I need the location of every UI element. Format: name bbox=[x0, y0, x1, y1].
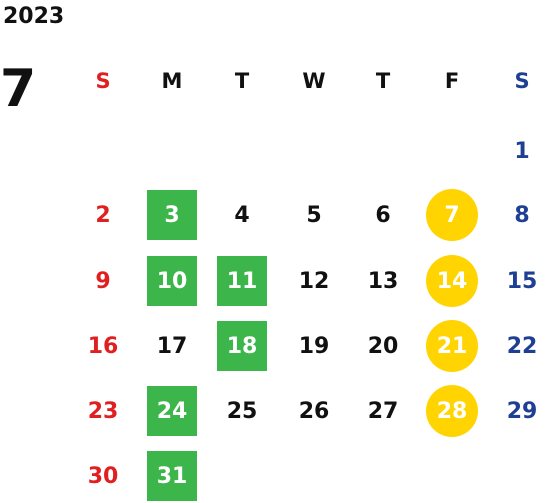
day-cell-24[interactable]: 24 bbox=[147, 386, 197, 436]
year-label: 2023 bbox=[3, 4, 65, 29]
day-cell-2[interactable]: 2 bbox=[95, 202, 111, 228]
day-cell-13[interactable]: 13 bbox=[367, 268, 399, 294]
day-cell-11[interactable]: 11 bbox=[217, 256, 267, 306]
day-cell-20[interactable]: 20 bbox=[367, 333, 399, 359]
day-cell-23[interactable]: 23 bbox=[87, 398, 119, 424]
weekday-header-mon: M bbox=[161, 69, 183, 93]
weekday-header-thu: T bbox=[375, 69, 391, 93]
day-cell-22[interactable]: 22 bbox=[506, 333, 538, 359]
weekday-header-fri: F bbox=[444, 69, 460, 93]
day-cell-31[interactable]: 31 bbox=[147, 451, 197, 501]
weekday-header-sun: S bbox=[95, 69, 111, 93]
day-cell-1[interactable]: 1 bbox=[514, 138, 530, 164]
day-cell-17[interactable]: 17 bbox=[156, 333, 188, 359]
day-cell-15[interactable]: 15 bbox=[506, 268, 538, 294]
day-cell-14[interactable]: 14 bbox=[426, 255, 478, 307]
day-cell-16[interactable]: 16 bbox=[87, 333, 119, 359]
day-cell-26[interactable]: 26 bbox=[298, 398, 330, 424]
day-cell-9[interactable]: 9 bbox=[95, 268, 111, 294]
day-cell-7[interactable]: 7 bbox=[426, 189, 478, 241]
day-cell-19[interactable]: 19 bbox=[298, 333, 330, 359]
day-cell-3[interactable]: 3 bbox=[147, 190, 197, 240]
day-cell-8[interactable]: 8 bbox=[514, 202, 530, 228]
day-cell-25[interactable]: 25 bbox=[226, 398, 258, 424]
day-cell-10[interactable]: 10 bbox=[147, 256, 197, 306]
day-cell-29[interactable]: 29 bbox=[506, 398, 538, 424]
day-cell-30[interactable]: 30 bbox=[87, 463, 119, 489]
day-cell-4[interactable]: 4 bbox=[234, 202, 250, 228]
day-cell-28[interactable]: 28 bbox=[426, 385, 478, 437]
day-cell-18[interactable]: 18 bbox=[217, 321, 267, 371]
day-cell-5[interactable]: 5 bbox=[306, 202, 322, 228]
day-cell-27[interactable]: 27 bbox=[367, 398, 399, 424]
day-cell-21[interactable]: 21 bbox=[426, 320, 478, 372]
month-number: 7 bbox=[0, 59, 37, 119]
day-cell-6[interactable]: 6 bbox=[375, 202, 391, 228]
weekday-header-tue: T bbox=[234, 69, 250, 93]
weekday-header-wed: W bbox=[302, 69, 326, 93]
weekday-header-sat: S bbox=[514, 69, 530, 93]
day-cell-12[interactable]: 12 bbox=[298, 268, 330, 294]
